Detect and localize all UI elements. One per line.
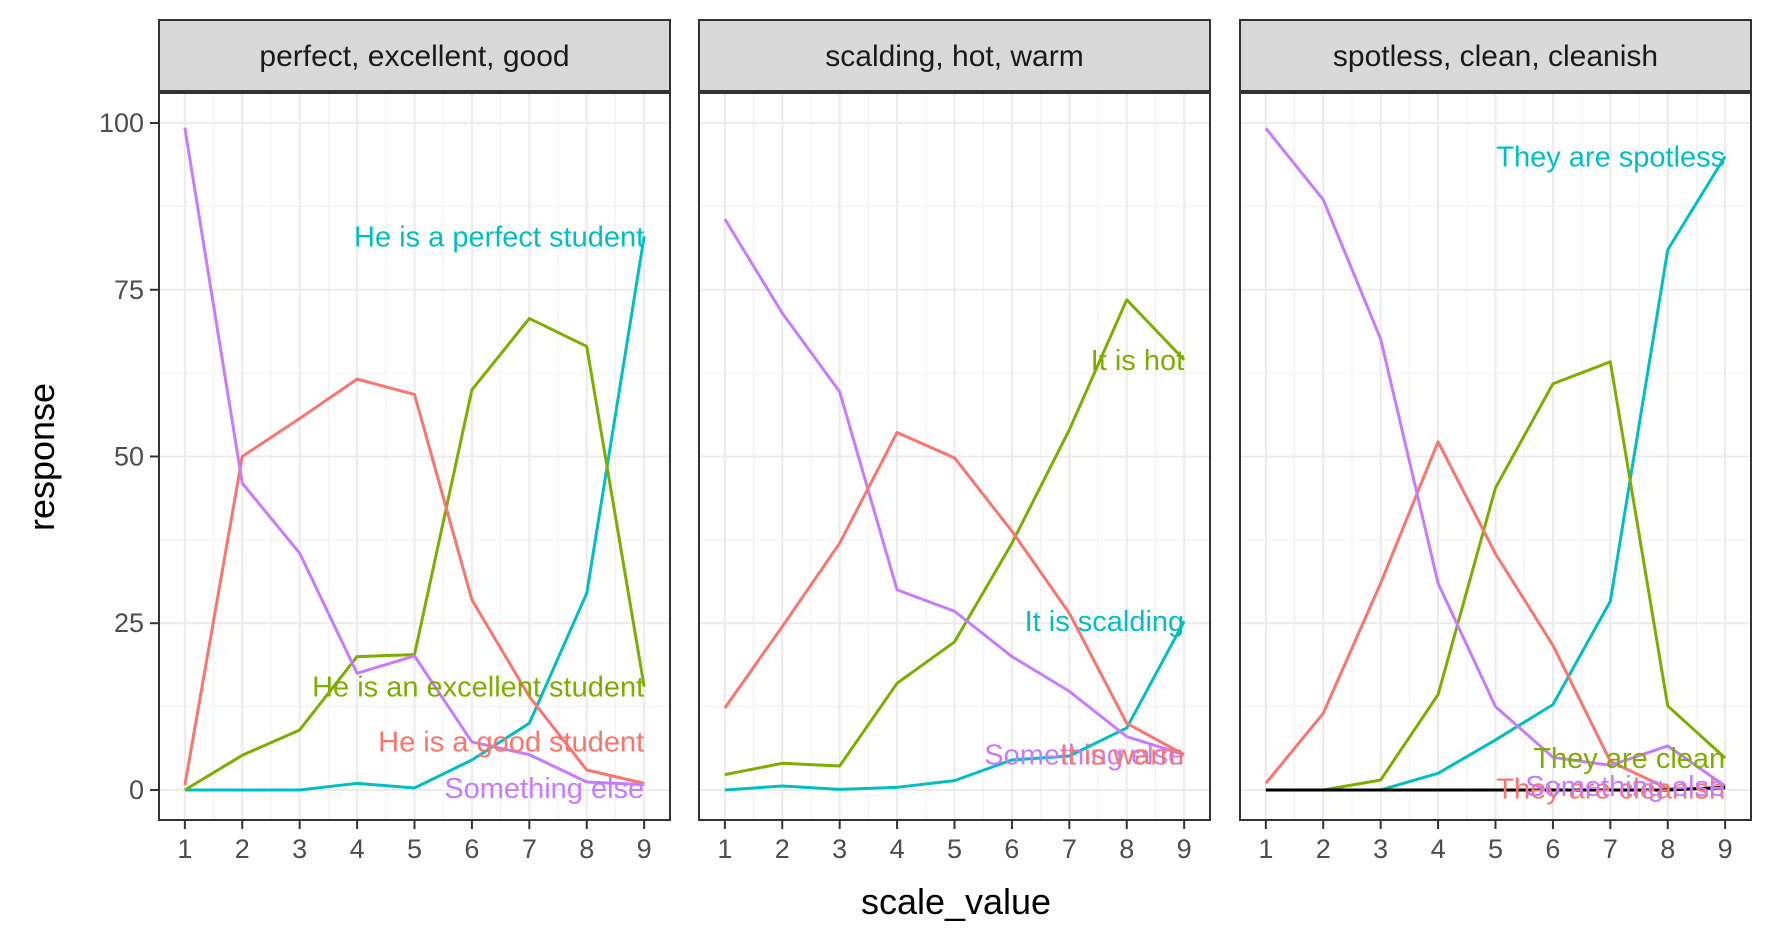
series-line xyxy=(1264,127,1727,788)
facet-strip xyxy=(1239,19,1752,92)
series-labels: He is a perfect student He is an excellen… xyxy=(312,221,644,805)
x-axis: 1 2 3 4 5 6 7 8 9 xyxy=(177,820,652,864)
x-tick-label: 5 xyxy=(407,834,422,864)
series-label: He is a good student xyxy=(378,726,644,758)
grid xyxy=(699,93,1210,820)
facet-title: spotless, clean, cleanish xyxy=(1333,40,1658,73)
x-tick-label: 1 xyxy=(1258,834,1273,864)
x-tick-label: 2 xyxy=(775,834,790,864)
series-label: It is scalding xyxy=(1025,606,1185,638)
series-labels: It is hot It is scalding Something elseIt … xyxy=(984,345,1184,772)
series-label: He is a perfect student xyxy=(354,221,644,253)
series-lines xyxy=(723,218,1186,792)
facet-strip xyxy=(698,19,1211,92)
x-tick-label: 4 xyxy=(890,834,905,864)
x-tick-label: 5 xyxy=(947,834,962,864)
x-tick-label: 8 xyxy=(1119,834,1134,864)
x-tick-label: 9 xyxy=(637,834,652,864)
x-tick-label: 4 xyxy=(350,834,365,864)
y-tick-label: 25 xyxy=(114,608,144,638)
y-tick-label: 100 xyxy=(99,108,144,138)
facet-title: scalding, hot, warm xyxy=(825,40,1083,73)
series-label: Something else xyxy=(984,740,1184,772)
facet-title: perfect, excellent, good xyxy=(259,40,569,73)
y-tick-label: 50 xyxy=(114,442,144,472)
grid xyxy=(159,93,670,820)
facet-strip xyxy=(158,19,671,92)
series-lines xyxy=(183,127,646,792)
x-tick-label: 4 xyxy=(1431,834,1446,864)
series-lines xyxy=(1264,127,1727,792)
panel-2: scalding, hot, warm It is hot It is scaldi… xyxy=(698,19,1211,864)
series-line xyxy=(183,377,645,786)
y-axis-title: response xyxy=(21,383,62,531)
x-tick-label: 3 xyxy=(1373,834,1388,864)
series-line xyxy=(724,298,1186,777)
panels: perfect, excellent, good He is a perfect … xyxy=(158,19,1752,864)
series-line xyxy=(724,620,1186,792)
x-tick-label: 7 xyxy=(1603,834,1618,864)
series-label: It is warm xyxy=(1060,740,1184,772)
x-tick-label: 3 xyxy=(832,834,847,864)
series-label: Something else xyxy=(1525,771,1725,803)
x-tick-label: 9 xyxy=(1718,834,1733,864)
series-label: It is hot xyxy=(1091,345,1185,377)
series-line xyxy=(184,236,646,792)
x-tick-label: 3 xyxy=(292,834,307,864)
x-tick-label: 1 xyxy=(177,834,192,864)
series-line xyxy=(723,430,1185,756)
series-label: They are clean xyxy=(1533,743,1725,775)
x-axis: 1 2 3 4 5 6 7 8 9 xyxy=(1258,820,1733,864)
x-axis-title: scale_value xyxy=(861,881,1051,922)
series-line xyxy=(1265,360,1727,792)
panel-3: spotless, clean, cleanish They are spotle… xyxy=(1239,19,1752,864)
x-tick-label: 8 xyxy=(579,834,594,864)
x-tick-label: 1 xyxy=(717,834,732,864)
x-tick-label: 6 xyxy=(464,834,479,864)
x-tick-label: 2 xyxy=(235,834,250,864)
x-tick-label: 7 xyxy=(1062,834,1077,864)
y-tick-label: 75 xyxy=(114,275,144,305)
panel-1: perfect, excellent, good He is a perfect … xyxy=(158,19,671,864)
x-tick-label: 6 xyxy=(1004,834,1019,864)
x-tick-label: 6 xyxy=(1545,834,1560,864)
x-tick-label: 8 xyxy=(1660,834,1675,864)
series-line xyxy=(1265,785,1726,792)
series-line xyxy=(183,127,645,787)
x-tick-label: 2 xyxy=(1316,834,1331,864)
series-line xyxy=(723,218,1185,757)
series-line xyxy=(1264,440,1726,791)
x-tick-label: 9 xyxy=(1177,834,1192,864)
x-axis: 1 2 3 4 5 6 7 8 9 xyxy=(717,820,1192,864)
y-tick-label: 0 xyxy=(129,775,144,805)
series-label: He is an excellent student xyxy=(312,672,644,704)
series-label: Something else xyxy=(444,773,644,805)
series-label: They are cleanish xyxy=(1496,774,1725,806)
x-tick-label: 5 xyxy=(1488,834,1503,864)
y-axis: 0 25 50 75 100 xyxy=(99,108,159,805)
x-tick-label: 7 xyxy=(522,834,537,864)
series-label: They are spotless xyxy=(1496,141,1725,173)
